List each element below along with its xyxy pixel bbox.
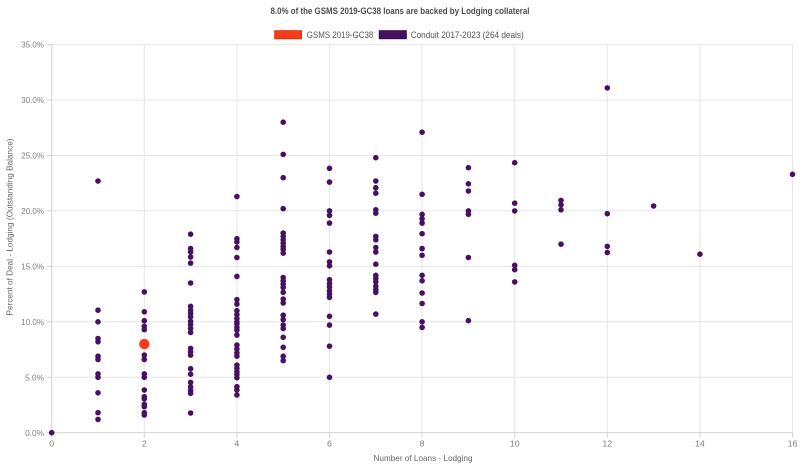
svg-text:14: 14	[695, 439, 705, 449]
svg-text:12: 12	[602, 439, 612, 449]
svg-text:30.0%: 30.0%	[21, 95, 44, 105]
svg-text:Conduit 2017-2023 (264 deals): Conduit 2017-2023 (264 deals)	[411, 30, 524, 41]
svg-text:10: 10	[510, 439, 520, 449]
svg-text:16: 16	[788, 439, 798, 449]
svg-text:25.0%: 25.0%	[21, 151, 44, 161]
svg-text:2: 2	[142, 439, 147, 449]
svg-text:8.0% of the GSMS 2019-GC38 loa: 8.0% of the GSMS 2019-GC38 loans are bac…	[271, 6, 530, 16]
svg-text:10.0%: 10.0%	[21, 317, 44, 327]
svg-text:8: 8	[420, 439, 425, 449]
svg-text:6: 6	[327, 439, 332, 449]
svg-text:4: 4	[234, 439, 239, 449]
svg-text:0: 0	[49, 439, 54, 449]
svg-text:20.0%: 20.0%	[21, 206, 44, 216]
svg-text:0.0%: 0.0%	[25, 428, 44, 438]
svg-text:Percent of Deal - Lodging (Out: Percent of Deal - Lodging (Outstanding B…	[5, 138, 15, 315]
svg-text:35.0%: 35.0%	[21, 40, 44, 50]
svg-text:5.0%: 5.0%	[25, 372, 44, 382]
svg-text:15.0%: 15.0%	[21, 262, 44, 272]
svg-text:GSMS 2019-GC38: GSMS 2019-GC38	[307, 30, 374, 41]
svg-text:Number of Loans - Lodging: Number of Loans - Lodging	[374, 453, 473, 463]
